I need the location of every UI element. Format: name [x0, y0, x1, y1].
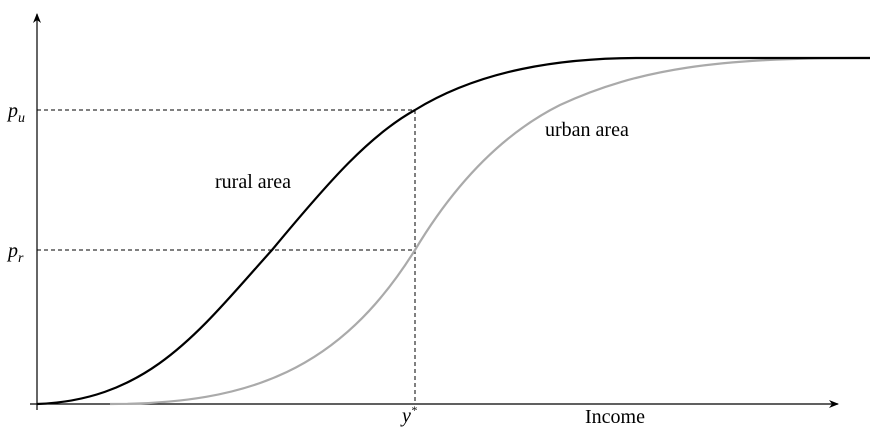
x-axis-label: Income: [585, 406, 645, 428]
y-label-base: p: [6, 240, 18, 262]
y-label: pr: [6, 240, 24, 266]
y-label-sub: u: [18, 111, 25, 126]
curve-label: rural area: [215, 171, 291, 193]
x-marker: y*: [400, 403, 417, 427]
x-marker-sup: *: [411, 403, 417, 417]
rural-curve: [36, 56, 870, 406]
urban-curve: [109, 56, 870, 406]
y-label: pu: [6, 100, 25, 126]
y-label-sub: r: [18, 251, 24, 266]
x-marker-base: y: [400, 405, 411, 427]
y-label-base: p: [6, 100, 18, 122]
curve-label: urban area: [545, 119, 629, 141]
